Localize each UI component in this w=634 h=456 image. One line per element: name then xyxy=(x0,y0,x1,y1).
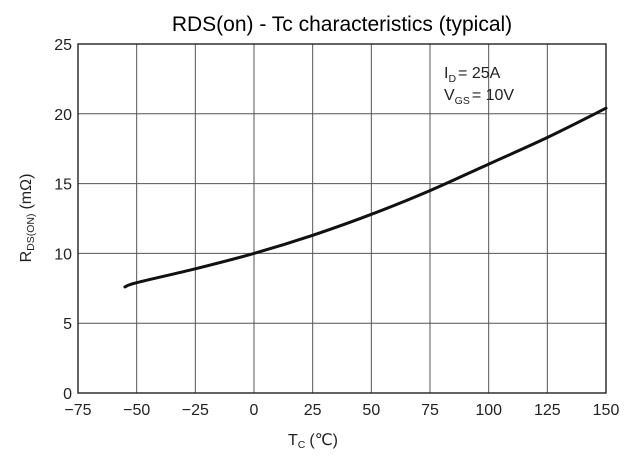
y-tick-label: 10 xyxy=(54,246,72,263)
y-tick-label: 20 xyxy=(54,107,72,124)
x-tick-label: 25 xyxy=(304,402,322,419)
plot-frame xyxy=(77,43,607,394)
grid-lines xyxy=(77,43,607,394)
y-tick-label: 15 xyxy=(54,177,72,194)
x-tick-label: 100 xyxy=(475,402,502,419)
x-tick-label: 75 xyxy=(421,402,439,419)
y-axis-label: RDS(ON)(mΩ) xyxy=(18,174,37,263)
annotation-voltage: VGS = 10V xyxy=(444,87,514,107)
y-tick-label: 25 xyxy=(54,37,72,54)
rds-curve xyxy=(123,106,608,289)
x-tick-label: 150 xyxy=(593,402,620,419)
y-tick-label: 0 xyxy=(63,386,72,403)
x-tick-label: −50 xyxy=(123,402,150,419)
x-tick-labels: −75 −50 −25 0 25 50 75 100 125 150 xyxy=(64,402,619,419)
x-tick-label: 0 xyxy=(250,402,259,419)
x-tick-label: 50 xyxy=(362,402,380,419)
x-axis-label: TC (℃) xyxy=(288,432,338,451)
y-tick-label: 5 xyxy=(63,316,72,333)
annotation-current: ID = 25A xyxy=(444,65,501,85)
x-tick-label: −75 xyxy=(64,402,91,419)
x-tick-label: 125 xyxy=(534,402,561,419)
chart-title: RDS(on) - Tc characteristics (typical) xyxy=(172,13,512,36)
x-tick-label: −25 xyxy=(182,402,209,419)
y-tick-labels: 0 5 10 15 20 25 xyxy=(54,37,72,403)
